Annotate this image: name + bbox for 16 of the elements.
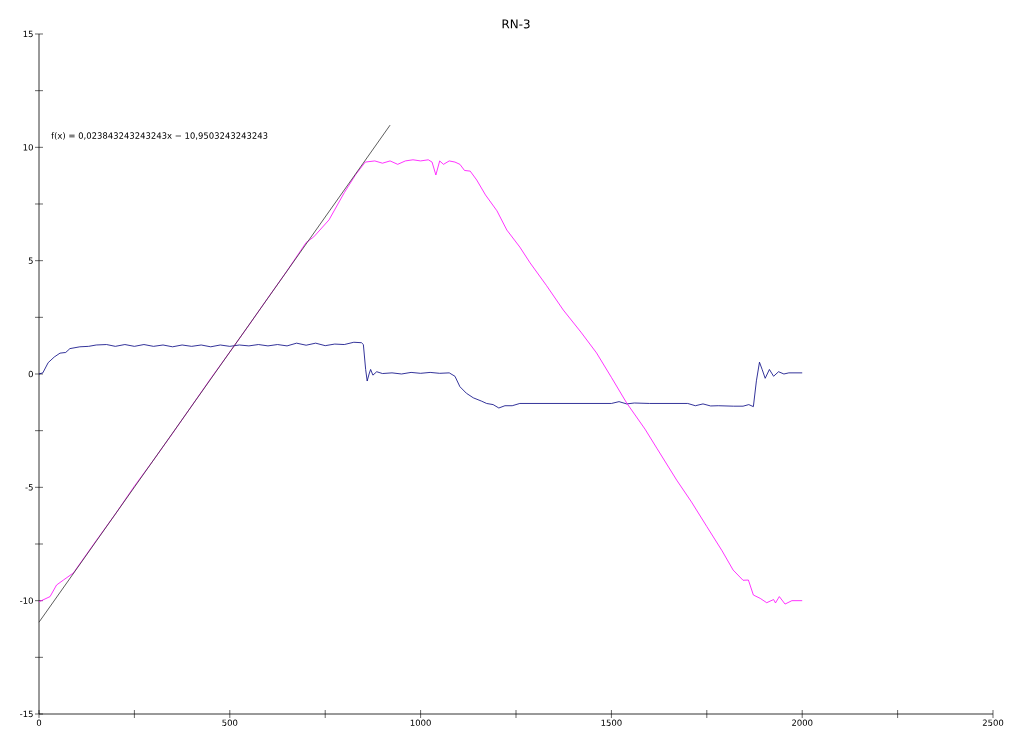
annotation: f(x) = 0,023843243243243x − 10,9503243243243	[51, 132, 268, 140]
x-tick-label: 2000	[792, 719, 813, 726]
y-tick-label: 5	[28, 257, 33, 264]
x-tick-label: 0	[36, 719, 42, 726]
x-tick-label: 500	[222, 719, 238, 726]
x-tick-label: 1500	[601, 719, 622, 726]
y-tick-label: 15	[23, 30, 33, 38]
y-tick-label: -15	[20, 710, 33, 718]
line-series	[38, 159, 803, 605]
x-tick-label: 1000	[410, 719, 431, 726]
y-tick-label: -5	[25, 484, 33, 491]
x-tick-label: 2500	[982, 719, 1004, 726]
y-tick-label: 10	[23, 144, 33, 151]
chart-title: RN-3	[502, 19, 530, 29]
y-tick-label: -10	[20, 597, 33, 604]
y-tick-label: 0	[28, 370, 33, 378]
